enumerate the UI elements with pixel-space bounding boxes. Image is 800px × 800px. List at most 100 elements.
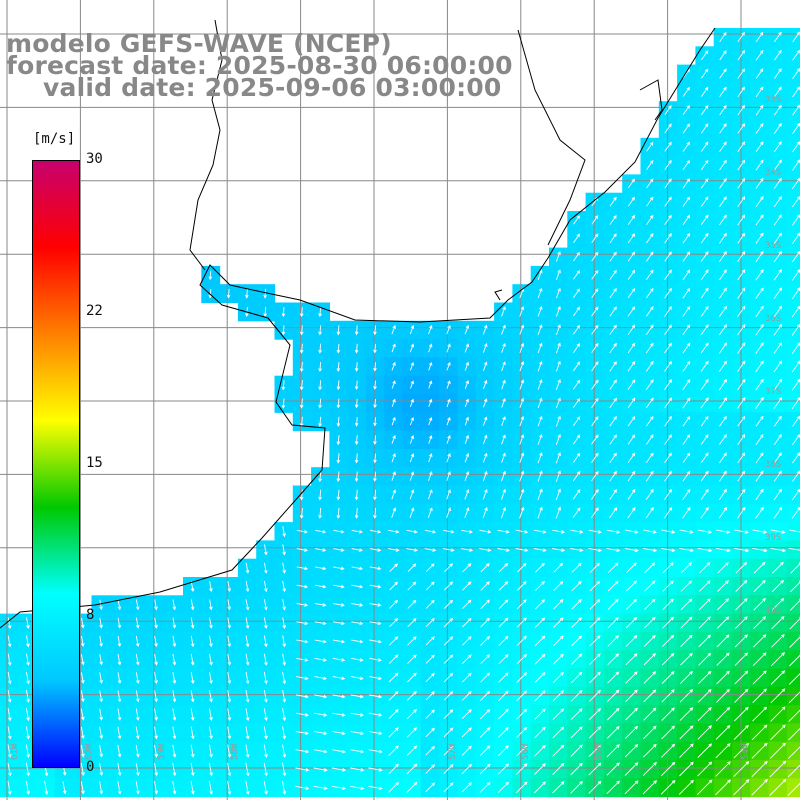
wind-arrow xyxy=(737,342,746,354)
wind-arrow xyxy=(369,676,382,681)
wind-arrow xyxy=(245,617,250,629)
wind-arrow xyxy=(607,689,620,702)
wind-speed-cell xyxy=(786,82,800,102)
wind-arrow xyxy=(572,434,581,445)
wind-arrow xyxy=(573,288,581,298)
wind-arrow xyxy=(537,452,543,464)
wind-arrow xyxy=(624,547,639,553)
wind-arrow xyxy=(245,653,250,666)
wind-arrow xyxy=(373,489,377,501)
wind-arrow xyxy=(607,598,619,610)
wind-arrow xyxy=(625,707,638,721)
wind-arrow xyxy=(646,214,654,225)
wind-arrow xyxy=(117,599,122,611)
wind-arrow xyxy=(697,688,712,703)
wind-arrow xyxy=(282,653,287,666)
wind-arrow xyxy=(755,323,764,336)
wind-arrow xyxy=(299,507,304,519)
wind-speed-cell xyxy=(786,192,800,212)
wind-speed-cell xyxy=(786,46,800,66)
wind-arrow xyxy=(773,141,782,153)
wind-arrow xyxy=(464,452,470,463)
wind-arrow xyxy=(519,361,525,372)
wind-arrow xyxy=(350,676,364,681)
wind-arrow xyxy=(391,471,396,481)
wind-arrow xyxy=(645,452,654,464)
wind-arrow xyxy=(282,580,286,593)
wind-arrow xyxy=(44,780,49,796)
wind-arrow xyxy=(700,232,709,244)
wind-arrow xyxy=(117,672,122,684)
wind-arrow xyxy=(751,760,768,778)
wind-arrow xyxy=(519,342,525,354)
wind-arrow xyxy=(172,690,177,703)
wind-arrow xyxy=(479,708,491,720)
wind-arrow xyxy=(388,548,400,552)
wind-arrow xyxy=(733,706,749,722)
wind-arrow xyxy=(154,653,158,666)
wind-arrow xyxy=(332,730,346,736)
wind-arrow xyxy=(627,379,636,390)
wind-arrow xyxy=(661,689,675,703)
wind-arrow xyxy=(555,506,562,519)
wind-arrow xyxy=(461,709,472,720)
wind-arrow xyxy=(661,743,676,758)
wind-arrow xyxy=(26,635,30,648)
wind-arrow xyxy=(555,452,561,464)
wind-arrow xyxy=(642,780,657,795)
wind-arrow xyxy=(428,380,433,389)
wind-arrow xyxy=(755,452,764,464)
wind-arrow xyxy=(461,548,474,552)
wind-arrow xyxy=(664,196,672,207)
wind-arrow xyxy=(464,434,470,444)
wind-arrow xyxy=(664,306,672,317)
wind-arrow xyxy=(773,232,782,244)
wind-arrow xyxy=(644,580,656,592)
wind-arrow xyxy=(700,434,709,445)
wind-arrow xyxy=(719,232,727,244)
lat-label-35s: 35S xyxy=(765,241,782,251)
wind-arrow xyxy=(446,453,451,463)
wind-arrow xyxy=(716,529,731,534)
wind-arrow xyxy=(664,141,672,152)
wind-arrow xyxy=(719,415,727,427)
wind-arrow xyxy=(172,762,177,777)
wind-arrow xyxy=(208,726,213,740)
wind-arrow xyxy=(498,727,509,738)
wind-arrow xyxy=(516,672,528,683)
wind-arrow xyxy=(519,434,525,445)
wind-arrow xyxy=(462,563,472,573)
wind-arrow xyxy=(609,342,617,354)
wind-arrow xyxy=(428,453,433,463)
wind-arrow xyxy=(443,782,454,793)
wind-arrow xyxy=(624,780,639,795)
wind-speed-cell xyxy=(786,485,800,505)
wind-arrow xyxy=(406,690,417,701)
wind-arrow xyxy=(698,598,711,611)
wind-arrow xyxy=(533,529,547,534)
wind-arrow xyxy=(314,657,327,662)
wind-arrow xyxy=(697,547,713,553)
wind-arrow xyxy=(389,581,398,591)
wind-arrow xyxy=(519,415,525,427)
wind-arrow xyxy=(245,780,250,795)
wind-arrow xyxy=(682,488,691,500)
wind-arrow xyxy=(770,547,786,553)
wind-arrow xyxy=(609,306,617,317)
wind-arrow xyxy=(733,724,749,740)
wind-arrow xyxy=(734,616,748,629)
wind-speed-cell xyxy=(786,101,800,121)
wind-arrow xyxy=(737,452,746,464)
wind-arrow xyxy=(682,86,690,97)
wind-arrow xyxy=(498,672,509,683)
wind-arrow xyxy=(263,580,268,593)
wind-arrow xyxy=(555,415,561,427)
wind-arrow xyxy=(498,635,509,646)
wind-arrow xyxy=(715,725,731,740)
wind-arrow xyxy=(664,287,672,299)
wind-arrow xyxy=(498,599,509,610)
colorbar-tick-22: 22 xyxy=(86,303,103,319)
wind-arrow xyxy=(245,762,250,777)
wind-arrow xyxy=(591,233,599,244)
wind-arrow xyxy=(645,379,654,390)
